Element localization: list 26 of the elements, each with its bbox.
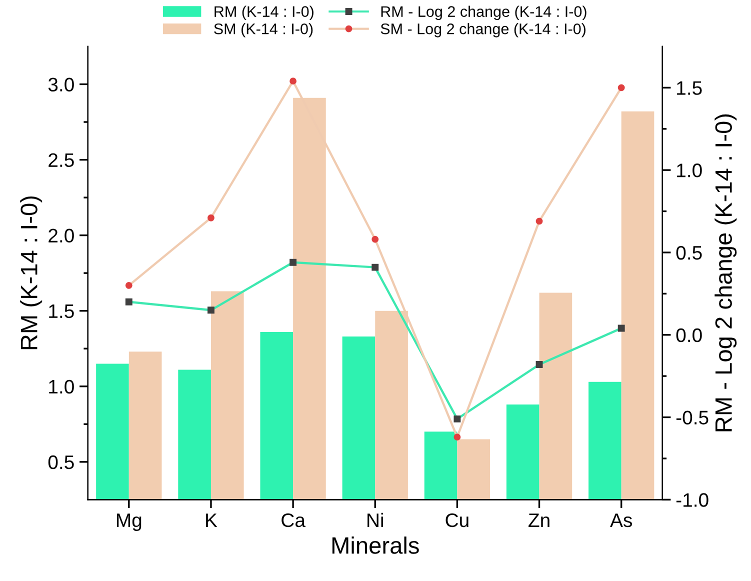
- y2-tick-label: -0.5: [676, 410, 708, 424]
- legend-label: SM (K-14 : I-0): [214, 23, 313, 38]
- y2-tick-label: 0.0: [676, 328, 702, 342]
- legend-label: RM (K-14 : I-0): [214, 6, 314, 20]
- x-tick-label: Cu: [446, 513, 468, 528]
- x-tick-label: Ca: [282, 513, 306, 528]
- y-tick-label: 1.0: [49, 380, 74, 394]
- y-axis-title: RM (K-14 : I-0): [20, 196, 42, 350]
- y2-tick-label: 1.5: [677, 81, 702, 95]
- legend-label: RM - Log 2 change (K-14 : I-0): [381, 6, 586, 20]
- y2-axis-title: RM - Log 2 change (K-14 : I-0): [714, 114, 737, 432]
- x-tick-label: K: [206, 514, 218, 527]
- x-tick-label: As: [610, 514, 632, 528]
- y-tick-label: 3.0: [48, 78, 74, 92]
- x-tick-label: Ni: [368, 512, 383, 527]
- y-tick-label: 2.5: [48, 153, 74, 168]
- x-tick-label: Mg: [116, 514, 142, 531]
- y2-tick-label: -1.0: [676, 493, 708, 507]
- x-tick-label: Zn: [528, 514, 550, 527]
- y2-tick-label: 1.0: [677, 164, 702, 178]
- legend-label: SM - Log 2 change (K-14 : I-0): [380, 23, 586, 38]
- x-axis-title: Minerals: [332, 536, 419, 554]
- y-tick-label: 1.5: [49, 304, 74, 318]
- y2-tick-label: 0.5: [676, 246, 702, 260]
- y-tick-label: 2.0: [48, 228, 74, 243]
- y-tick-label: 0.5: [48, 455, 74, 470]
